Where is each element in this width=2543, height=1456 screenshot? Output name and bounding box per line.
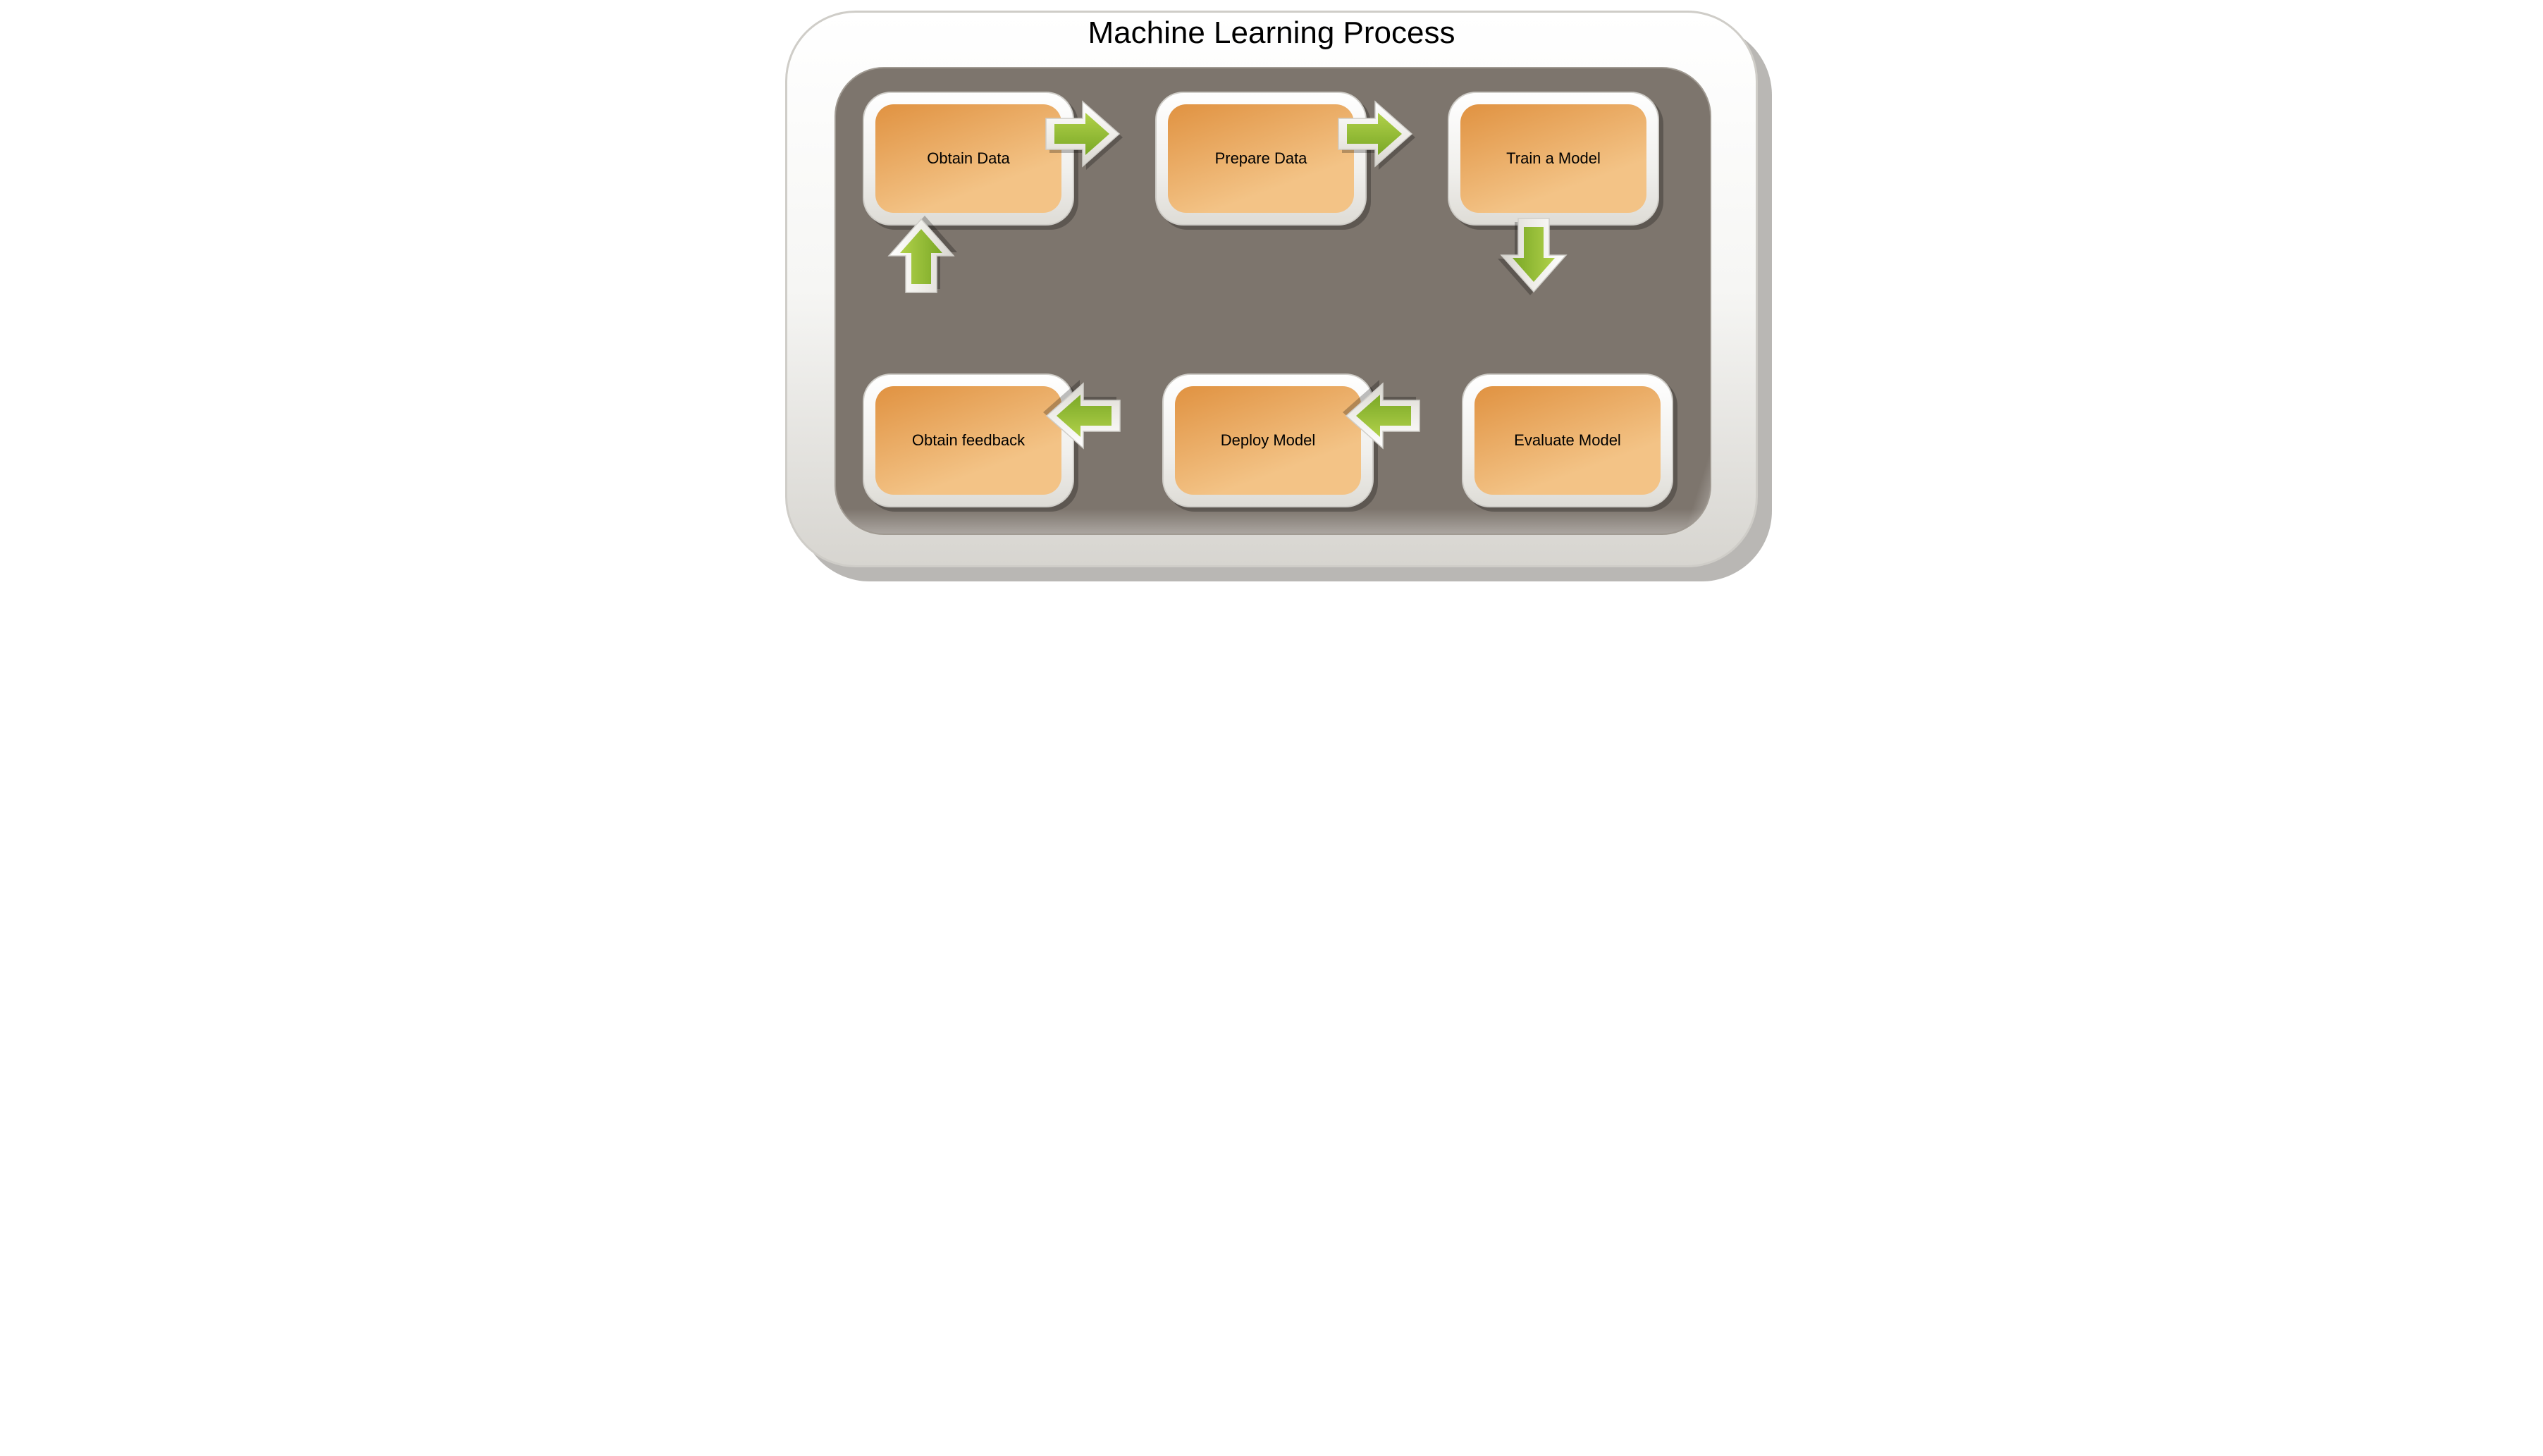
arrow-left-icon: [1042, 374, 1127, 458]
process-node-train-model: Train a Model: [1448, 92, 1659, 226]
arrow-up-icon: [879, 215, 963, 300]
diagram-title: Machine Learning Process: [785, 16, 1758, 51]
process-node-label: Deploy Model: [1221, 431, 1316, 450]
process-node-border: Train a Model: [1448, 92, 1659, 226]
process-node-label: Train a Model: [1506, 149, 1601, 168]
process-node-label: Prepare Data: [1215, 149, 1307, 168]
process-node-label: Evaluate Model: [1514, 431, 1621, 450]
diagram-canvas: Machine Learning Process Obtain Data Prep…: [743, 0, 1800, 606]
process-node-fill: Train a Model: [1460, 104, 1646, 213]
arrow-down-icon: [1491, 211, 1576, 296]
process-node-fill: Prepare Data: [1168, 104, 1354, 213]
process-node-label: Obtain Data: [927, 149, 1009, 168]
process-node-fill: Obtain Data: [875, 104, 1061, 213]
process-node-evaluate-model: Evaluate Model: [1462, 374, 1673, 507]
process-node-fill: Evaluate Model: [1474, 386, 1661, 495]
process-node-border: Evaluate Model: [1462, 374, 1673, 507]
process-node-fill: Deploy Model: [1175, 386, 1361, 495]
process-node-fill: Obtain feedback: [875, 386, 1061, 495]
arrow-right-icon: [1331, 92, 1416, 176]
arrow-right-icon: [1039, 92, 1123, 176]
arrow-left-icon: [1342, 374, 1427, 458]
process-node-label: Obtain feedback: [912, 431, 1025, 450]
